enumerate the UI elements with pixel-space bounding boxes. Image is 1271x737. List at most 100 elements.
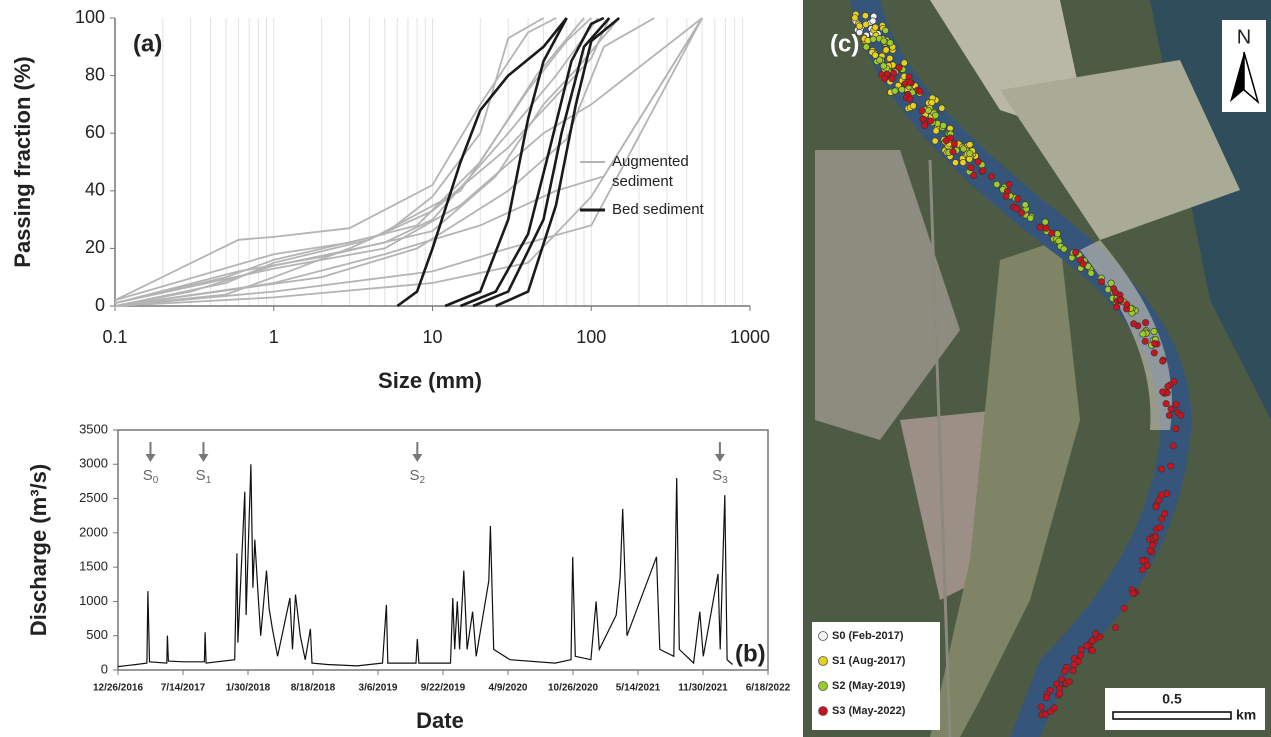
survey-point: [1005, 180, 1013, 188]
legend-marker: [818, 706, 828, 716]
survey-point: [979, 167, 987, 175]
data-line: [114, 17, 557, 302]
y-tick-label: 2500: [79, 490, 108, 505]
x-tick-label: 6/18/2022: [746, 683, 791, 694]
survey-point: [1037, 703, 1045, 711]
survey-point: [1050, 704, 1058, 712]
data-line: [472, 17, 611, 308]
survey-point: [880, 37, 888, 45]
survey-point: [1056, 690, 1064, 698]
legend-marker: [818, 631, 828, 641]
survey-point: [886, 54, 894, 62]
road: [928, 159, 952, 737]
x-tick-label: 8/18/2018: [291, 683, 336, 694]
survey-point: [1138, 556, 1146, 564]
legend-label: S2 (May-2019): [832, 680, 906, 692]
x-tick-label: 7/14/2017: [161, 683, 206, 694]
survey-point: [927, 117, 935, 125]
survey-point: [1150, 327, 1158, 335]
survey-point: [916, 87, 924, 95]
survey-point: [1065, 678, 1073, 686]
survey-point: [1167, 462, 1175, 470]
survey-point: [1111, 624, 1119, 632]
survey-point: [1165, 411, 1173, 419]
survey-point: [974, 158, 982, 166]
scale-bar: [1112, 711, 1232, 720]
survey-point: [909, 102, 917, 110]
survey-point: [1002, 192, 1010, 200]
data-line: [114, 17, 592, 307]
survey-point: [1092, 630, 1100, 638]
survey-point: [881, 75, 889, 83]
annotation-arrowhead: [198, 454, 209, 462]
survey-point: [1048, 229, 1056, 237]
scale-box: [1105, 688, 1265, 730]
x-tick-label: 10/26/2020: [548, 683, 598, 694]
x-tick-label: 4/9/2020: [489, 683, 528, 694]
survey-point: [862, 20, 870, 28]
survey-point: [1151, 340, 1159, 348]
survey-point: [939, 122, 947, 130]
survey-point: [1041, 710, 1049, 718]
plot-frame: [117, 429, 769, 671]
survey-point: [1157, 465, 1165, 473]
data-line: [396, 17, 568, 308]
y-tick-label: 500: [86, 627, 108, 642]
survey-point: [918, 107, 926, 115]
survey-point: [1172, 400, 1180, 408]
survey-point: [1036, 223, 1044, 231]
survey-point: [1083, 642, 1091, 650]
data-line: [114, 17, 620, 304]
survey-point: [959, 145, 967, 153]
survey-point: [1069, 667, 1077, 675]
survey-point: [888, 75, 896, 83]
x-tick-label: 1: [269, 327, 279, 347]
survey-point: [895, 64, 903, 72]
gravel-bar: [1080, 240, 1172, 430]
survey-point: [1061, 667, 1069, 675]
village: [815, 150, 960, 440]
survey-point: [1042, 694, 1050, 702]
survey-point: [959, 159, 967, 167]
survey-point: [1107, 279, 1115, 287]
y-tick-label: 100: [75, 7, 105, 27]
survey-point: [855, 22, 863, 30]
survey-point: [967, 164, 975, 172]
y-axis-label: Passing fraction (%): [10, 56, 35, 267]
survey-point: [1088, 637, 1096, 645]
survey-point: [1087, 269, 1095, 277]
data-line: [495, 16, 621, 308]
survey-point: [861, 12, 869, 20]
survey-point: [871, 23, 879, 31]
map-panel: (c) N 0.5 km S0 (Feb-2017) S1 (Aug-2017) S…: [803, 0, 1271, 737]
x-tick-label: 5/14/2021: [616, 683, 661, 694]
survey-point: [851, 14, 859, 22]
survey-point: [932, 111, 940, 119]
annotation: S2: [410, 467, 426, 486]
y-tick-label: 20: [85, 237, 105, 257]
survey-point: [1012, 204, 1020, 212]
x-tick-label: 1/30/2018: [226, 683, 271, 694]
survey-point: [931, 137, 939, 145]
y-tick-label: 3500: [79, 421, 108, 436]
survey-point: [1079, 260, 1087, 268]
legend-label: Augmented sediment: [612, 153, 693, 190]
data-line: [460, 16, 605, 308]
survey-point: [950, 140, 958, 148]
survey-point: [987, 173, 995, 181]
survey-point: [1141, 337, 1149, 345]
survey-point: [869, 35, 877, 43]
survey-point: [862, 43, 870, 51]
survey-point: [906, 78, 914, 86]
data-line: [444, 17, 568, 308]
y-tick-label: 40: [85, 180, 105, 200]
data-line: [114, 17, 703, 307]
survey-point: [1111, 289, 1119, 297]
survey-point: [906, 95, 914, 103]
survey-point: [1088, 647, 1096, 655]
survey-point: [970, 171, 978, 179]
survey-point: [1158, 515, 1166, 523]
survey-point: [879, 62, 887, 70]
x-tick-label: 1000: [730, 327, 770, 347]
survey-point: [1130, 320, 1138, 328]
